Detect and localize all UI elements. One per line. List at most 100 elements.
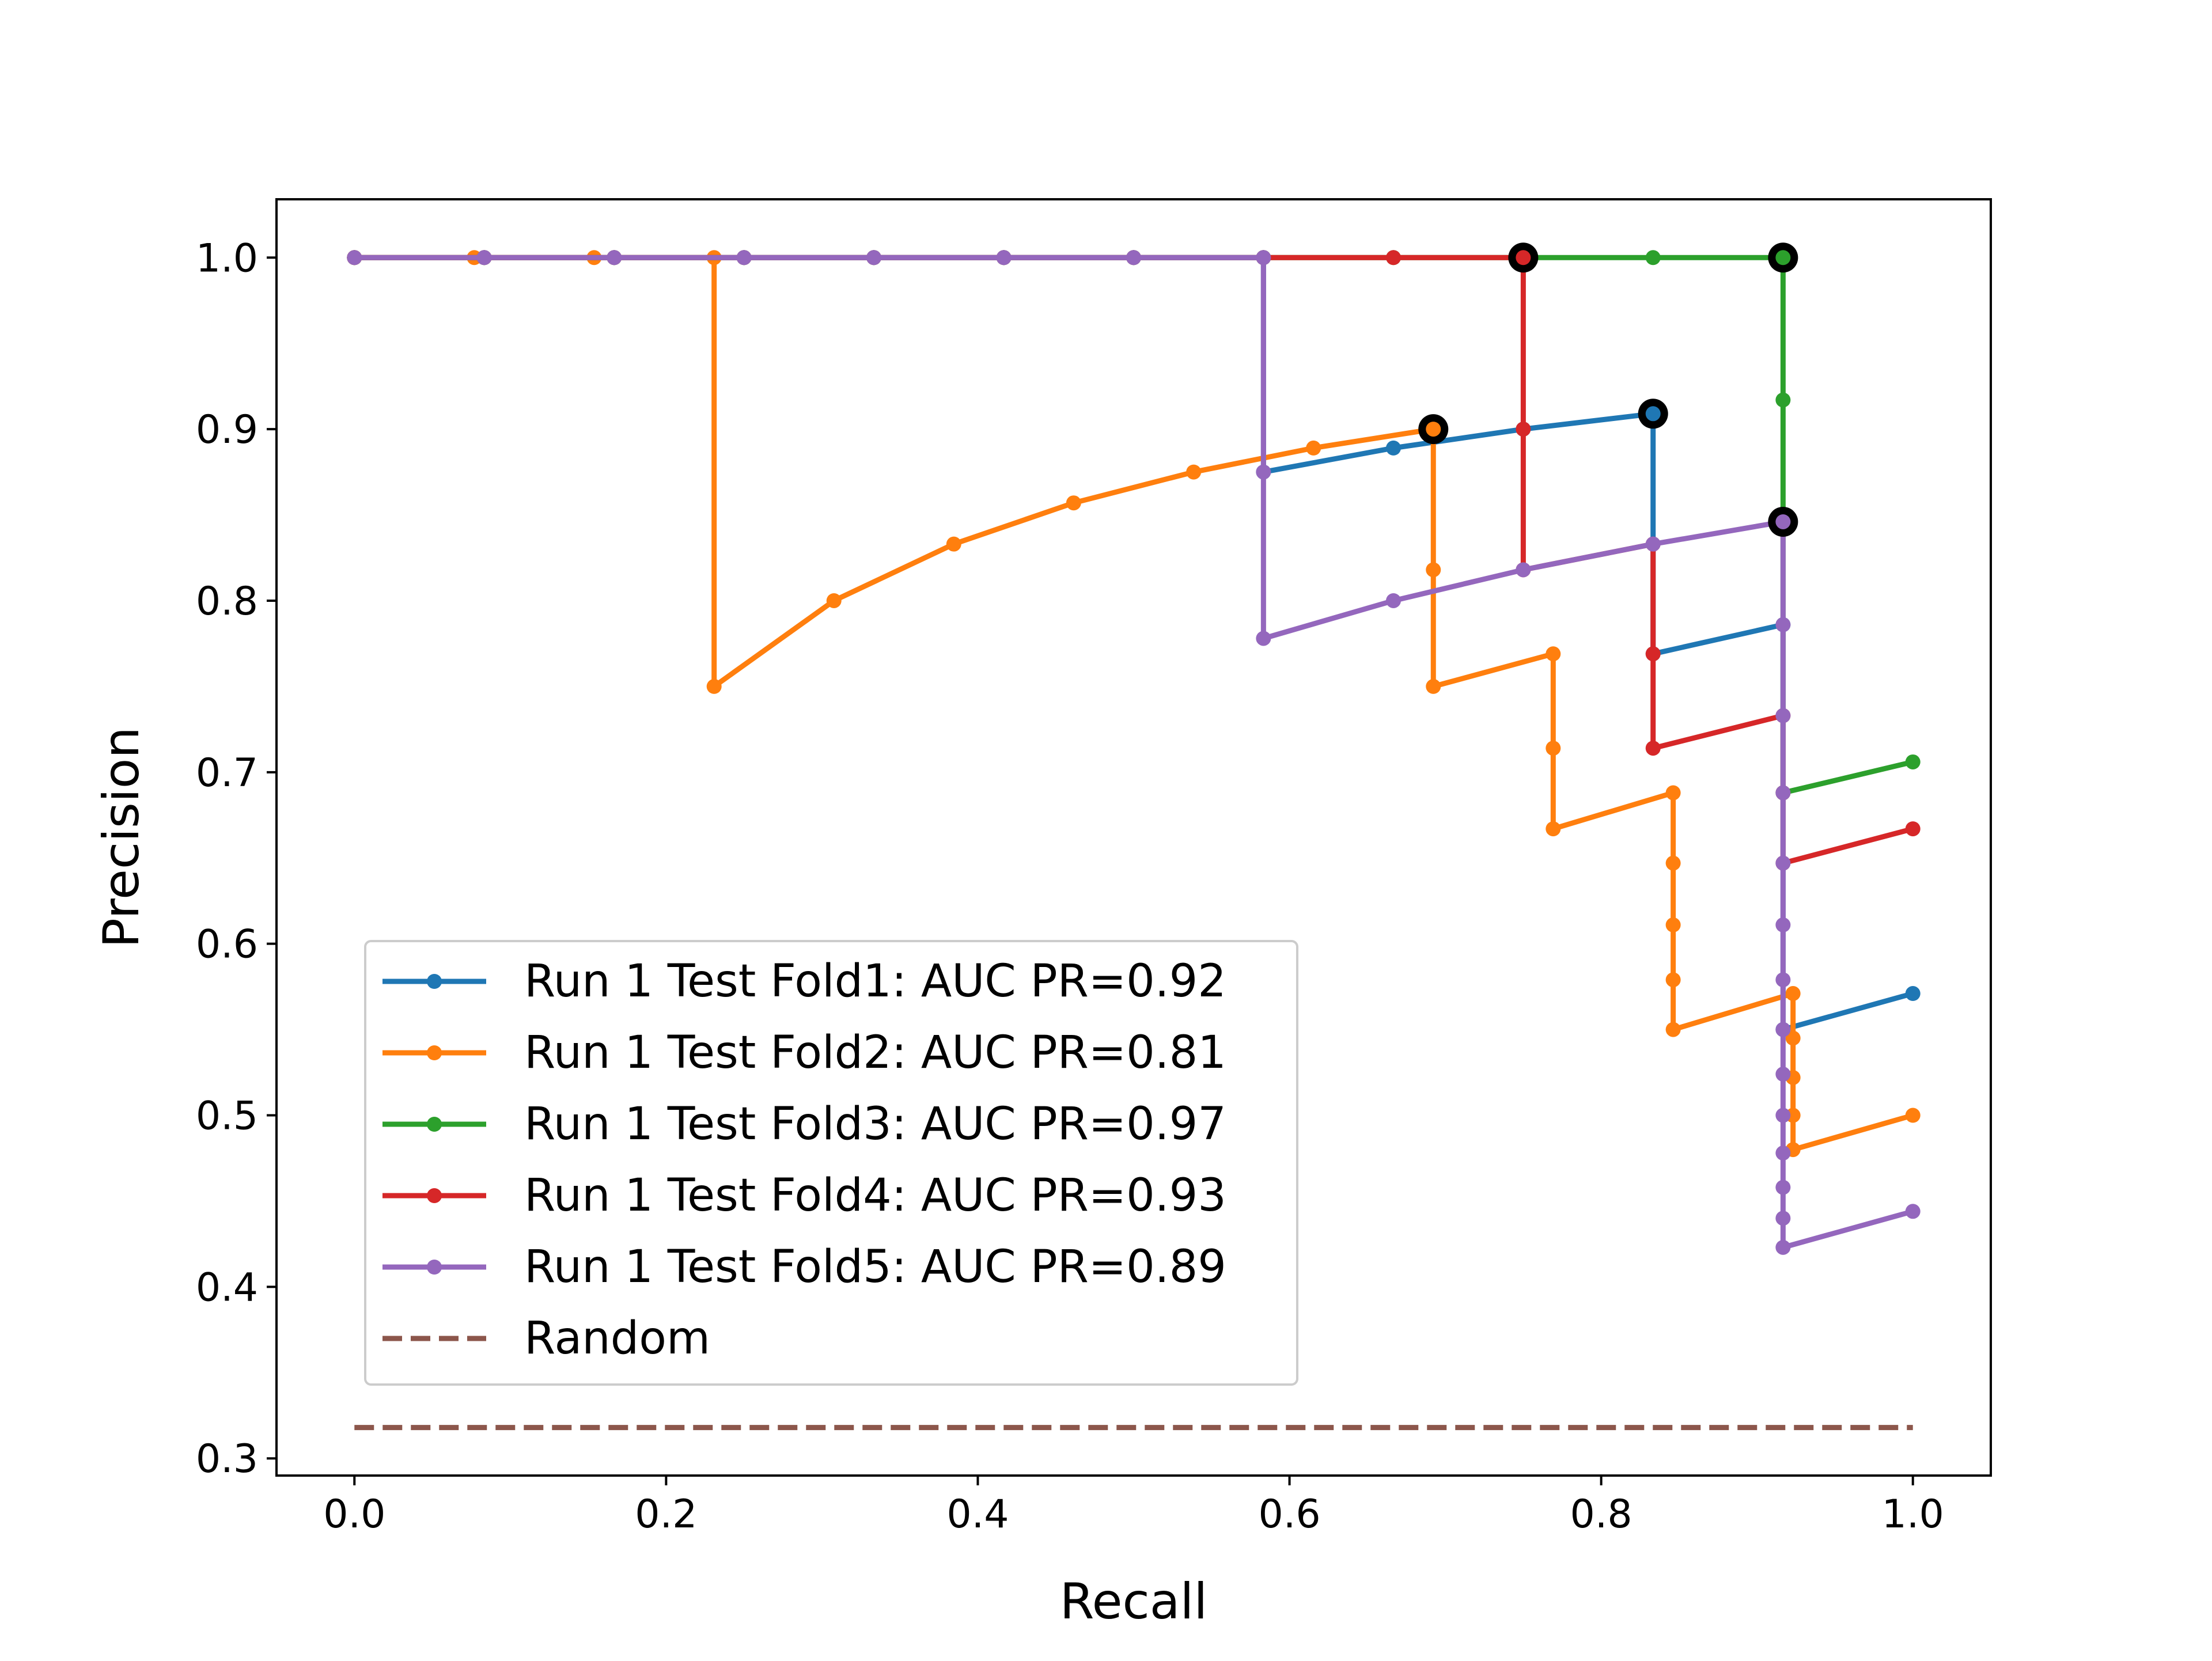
y-tick-label: 0.3: [196, 1436, 258, 1482]
highlighted-point-core: [1775, 514, 1791, 529]
highlighted-points: [1418, 242, 1798, 537]
series-fold5-point: [866, 250, 882, 266]
series-fold5-point: [1905, 1204, 1921, 1219]
series-fold5-point: [1775, 1211, 1791, 1226]
series-fold3-point: [1775, 392, 1791, 408]
series-fold5-point: [1775, 1239, 1791, 1255]
highlighted-point-core: [1426, 422, 1441, 437]
legend-label: Random: [524, 1313, 710, 1364]
series-fold2-point: [1546, 741, 1561, 756]
series-fold2-point: [1066, 495, 1081, 511]
series-fold4-point: [1516, 422, 1531, 437]
legend-label: Run 1 Test Fold1: AUC PR=0.92: [524, 955, 1226, 1007]
series-fold2-point: [1785, 1030, 1801, 1046]
series-fold5-point: [1256, 464, 1271, 480]
legend-label: Run 1 Test Fold4: AUC PR=0.93: [524, 1170, 1226, 1222]
series-fold1-point: [1385, 440, 1401, 456]
series-fold2-point: [1665, 917, 1681, 932]
series-fold2-point: [706, 678, 722, 694]
legend-swatch-marker: [427, 1188, 442, 1203]
series-fold5-point: [1775, 1022, 1791, 1037]
x-tick-label: 1.0: [1882, 1492, 1944, 1537]
series-fold2-point: [946, 536, 961, 552]
legend-label: Run 1 Test Fold3: AUC PR=0.97: [524, 1098, 1226, 1150]
series-fold2-point: [1306, 440, 1321, 456]
x-axis-label: Recall: [1060, 1573, 1208, 1630]
series-fold5-point: [476, 250, 492, 266]
series-fold2-point: [826, 593, 842, 608]
legend-item: Run 1 Test Fold5: AUC PR=0.89: [382, 1241, 1226, 1293]
y-axis-ticks: 0.3 0.4 0.5 0.6 0.7 0.8 0.9 1.0: [196, 236, 276, 1482]
legend-swatch-marker: [427, 974, 442, 989]
series-fold2-point: [1665, 855, 1681, 871]
y-tick-label: 1.0: [196, 236, 258, 281]
y-tick-label: 0.6: [196, 922, 258, 968]
highlighted-point-core: [1645, 406, 1661, 422]
series-fold5-point: [1775, 917, 1791, 932]
legend-swatch-marker: [427, 1045, 442, 1060]
series-fold5-point: [1645, 536, 1661, 552]
axes-frame: [275, 198, 1992, 1477]
y-tick-label: 0.7: [196, 750, 258, 796]
highlighted-point-core: [1775, 250, 1791, 266]
series-fold2-point: [1426, 562, 1441, 578]
series-fold4-point: [1905, 821, 1921, 837]
highlighted-point-core: [1516, 250, 1531, 266]
legend: Run 1 Test Fold1: AUC PR=0.92 Run 1 Test …: [364, 940, 1298, 1386]
series-fold5-point: [736, 250, 752, 266]
y-tick-label: 0.5: [196, 1094, 258, 1139]
x-tick-label: 0.6: [1258, 1492, 1320, 1537]
y-tick-label: 0.4: [196, 1265, 258, 1310]
series-fold2-point: [1665, 972, 1681, 988]
series-fold2-point: [1785, 986, 1801, 1002]
series-fold5-point: [607, 250, 622, 266]
x-tick-label: 0.4: [946, 1492, 1009, 1537]
legend-label: Run 1 Test Fold5: AUC PR=0.89: [524, 1241, 1226, 1293]
series-fold5-point: [1385, 593, 1401, 608]
series-fold5-line: [354, 255, 1914, 1250]
series-fold4-point: [1385, 250, 1401, 266]
legend-item: Random: [382, 1313, 710, 1364]
series-fold5-point: [1775, 617, 1791, 632]
series-fold1-point: [1905, 986, 1921, 1002]
series-fold2-point: [1546, 646, 1561, 662]
x-tick-label: 0.2: [635, 1492, 697, 1537]
plot-layer: [347, 242, 1921, 1431]
legend-box: [364, 940, 1298, 1386]
legend-item: Run 1 Test Fold3: AUC PR=0.97: [382, 1098, 1226, 1150]
series-fold5-point: [1256, 631, 1271, 646]
series-fold5-point: [1775, 855, 1791, 871]
series-fold3-point: [1905, 754, 1921, 769]
x-tick-label: 0.8: [1570, 1492, 1633, 1537]
series-fold5-point: [1775, 1180, 1791, 1195]
series-fold5-point: [347, 250, 362, 266]
series-fold5-point: [1516, 562, 1531, 578]
series-fold2-point: [1665, 1022, 1681, 1037]
legend-swatch-marker: [427, 1117, 442, 1132]
series-fold5-point: [1775, 1067, 1791, 1082]
legend-item: Run 1 Test Fold2: AUC PR=0.81: [382, 1027, 1226, 1079]
series-fold5-point: [1256, 250, 1271, 266]
series-fold2-point: [1426, 678, 1441, 694]
series-fold5-point: [1775, 972, 1791, 988]
series-fold2-point: [1905, 1108, 1921, 1123]
y-tick-label: 0.9: [196, 407, 258, 453]
series-fold5-point: [1775, 1146, 1791, 1161]
series-fold5-point: [1775, 708, 1791, 723]
legend-item: Run 1 Test Fold4: AUC PR=0.93: [382, 1170, 1226, 1222]
series-fold2-point: [1665, 785, 1681, 801]
series-fold5-point: [1775, 1108, 1791, 1123]
series-fold4-point: [1645, 741, 1661, 756]
y-axis-label: Precision: [93, 727, 150, 948]
series-fold5-point: [1126, 250, 1141, 266]
series-fold2-point: [1186, 464, 1202, 480]
y-tick-label: 0.8: [196, 579, 258, 624]
x-axis-ticks: 0.0 0.2 0.4 0.6 0.8 1.0: [323, 1476, 1944, 1537]
series-fold5-point: [1775, 785, 1791, 801]
series-fold2-point: [1546, 821, 1561, 837]
x-tick-label: 0.0: [323, 1492, 385, 1537]
series-fold5: [347, 250, 1921, 1255]
